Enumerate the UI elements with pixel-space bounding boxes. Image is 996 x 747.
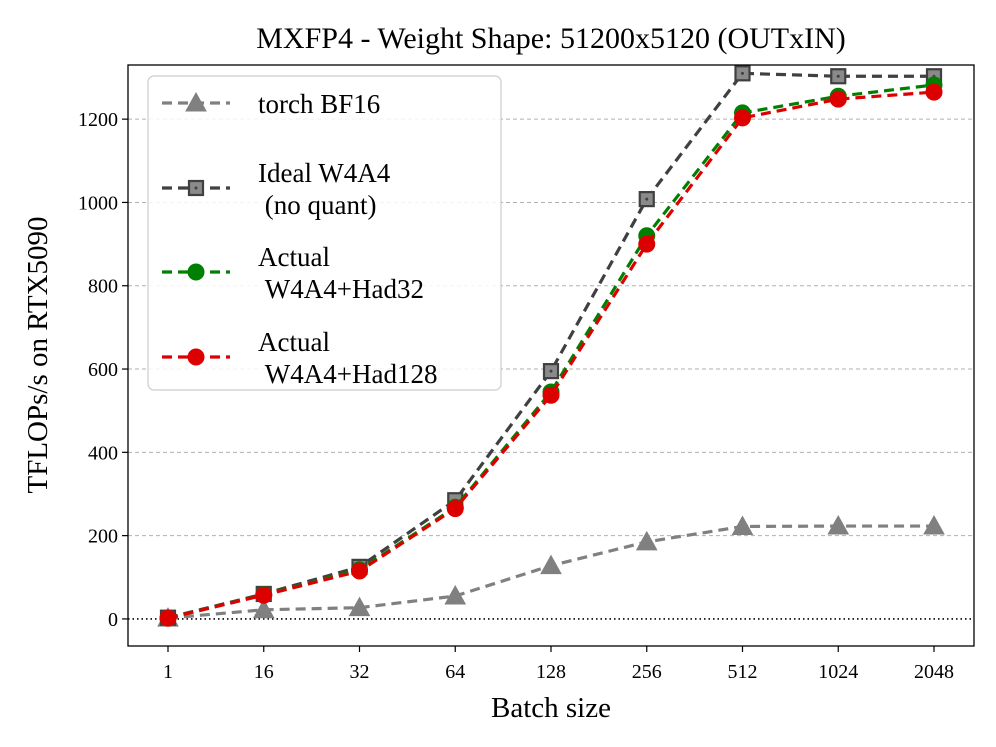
x-tick-label: 128 xyxy=(536,661,566,683)
legend-label-line: torch BF16 xyxy=(258,89,380,119)
y-tick-label: 600 xyxy=(88,359,118,381)
x-tick-label: 16 xyxy=(254,661,274,683)
data-point-center xyxy=(741,71,744,75)
x-tick-label: 64 xyxy=(445,661,465,683)
x-tick-label: 1 xyxy=(163,661,173,683)
legend-marker xyxy=(187,348,205,366)
legend-entry-3: Actual W4A4+Had32 xyxy=(162,242,424,304)
data-point xyxy=(925,83,943,101)
legend-label: torch BF16 xyxy=(258,89,380,119)
x-tick-label: 32 xyxy=(350,661,370,683)
data-point xyxy=(829,90,847,108)
legend-label-line: W4A4+Had32 xyxy=(258,274,424,304)
data-point-center xyxy=(836,74,840,78)
y-axis-label: TFLOPs/s on RTX5090 xyxy=(22,216,54,493)
y-tick-label: 400 xyxy=(88,442,118,464)
legend-marker xyxy=(187,263,205,281)
legend-label-line: Ideal W4A4 xyxy=(258,158,391,188)
data-point xyxy=(444,584,467,605)
y-tick-label: 200 xyxy=(88,526,118,548)
data-point-center xyxy=(549,369,553,373)
data-point xyxy=(540,554,562,575)
legend-label: Actual W4A4+Had32 xyxy=(258,242,424,304)
data-point xyxy=(827,515,850,535)
data-point xyxy=(734,109,751,127)
data-point xyxy=(638,235,656,253)
x-axis-label: Batch size xyxy=(491,692,611,724)
legend-label: Actual W4A4+Had128 xyxy=(258,327,437,389)
data-point xyxy=(159,609,177,627)
legend-entry-4: Actual W4A4+Had128 xyxy=(162,327,437,389)
data-point xyxy=(923,515,945,535)
data-point xyxy=(348,596,371,617)
series-layer xyxy=(157,65,945,627)
legend-label-line: Actual xyxy=(258,327,330,357)
data-point xyxy=(252,598,275,619)
legend-entry-2: Ideal W4A4 (no quant) xyxy=(162,158,391,220)
series-line xyxy=(167,90,935,620)
data-point xyxy=(351,562,368,580)
legend-box xyxy=(147,75,502,391)
legend-label-line: Actual xyxy=(258,242,330,272)
x-tick-label: 2048 xyxy=(914,661,954,683)
series-4 xyxy=(159,83,943,627)
data-point xyxy=(542,386,560,404)
y-tick-label: 0 xyxy=(108,609,118,631)
legend-label-line: W4A4+Had128 xyxy=(258,359,437,389)
legend-label: Ideal W4A4 (no quant) xyxy=(258,158,391,220)
y-tick-label: 1000 xyxy=(78,192,118,214)
series-1 xyxy=(157,515,945,627)
data-point xyxy=(635,530,658,551)
data-point-center xyxy=(645,197,649,201)
ticks-layer: 0 200 400 600 800 1000 1200 1 16 32 64 128 256 512 102… xyxy=(78,109,954,683)
legend-label-line: (no quant) xyxy=(258,190,376,220)
legend-entry-1: torch BF16 xyxy=(162,89,380,119)
data-point xyxy=(446,500,464,518)
y-tick-label: 800 xyxy=(88,276,118,298)
x-tick-label: 1024 xyxy=(818,661,858,683)
x-tick-label: 512 xyxy=(728,661,758,683)
data-point xyxy=(255,586,273,604)
chart-title: MXFP4 - Weight Shape: 51200x5120 (OUTxIN… xyxy=(256,22,846,55)
legend-marker xyxy=(185,91,207,112)
legend: torch BF16 Ideal W4A4 (no quant) Actual W4… xyxy=(147,75,502,391)
x-tick-label: 256 xyxy=(632,661,662,683)
y-tick-label: 1200 xyxy=(78,109,118,131)
legend-marker-center xyxy=(194,186,198,190)
data-point xyxy=(731,515,754,535)
